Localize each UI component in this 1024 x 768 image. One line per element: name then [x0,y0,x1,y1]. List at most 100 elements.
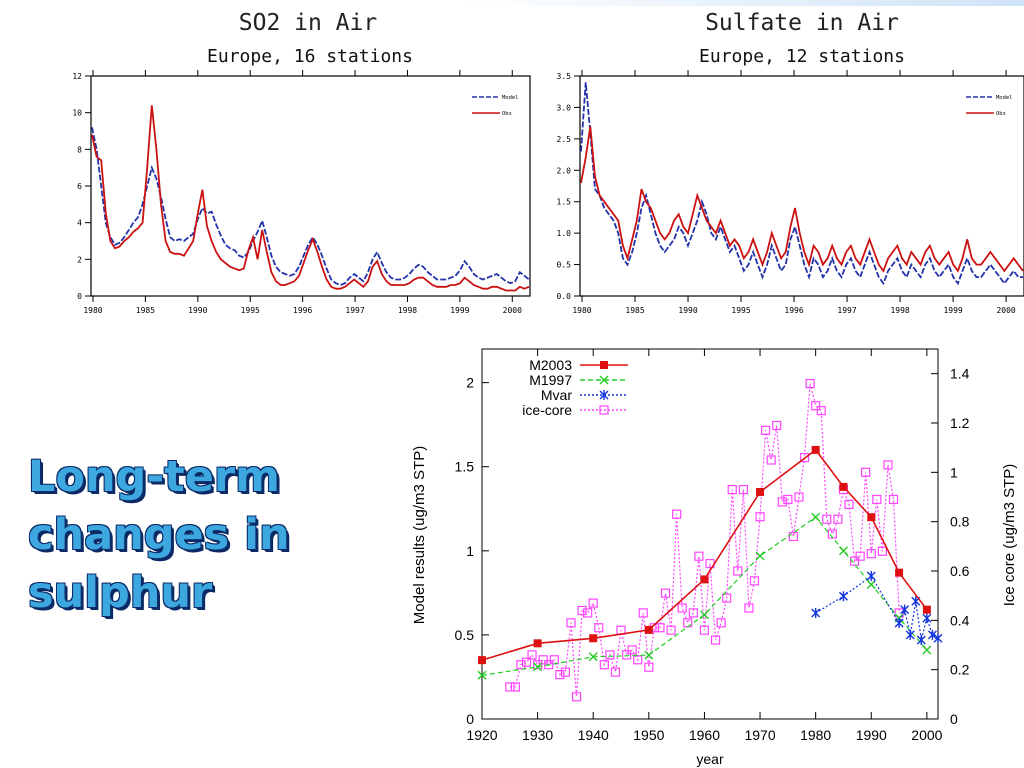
x-tick-label: 1970 [744,727,775,743]
y-axis-right: 0 0.2 0.4 0.6 0.8 1 1.2 1.4 [931,366,970,727]
data-point [811,445,820,454]
x-tick-label: 1990 [188,306,207,315]
x-tick-label: 2000 [911,727,942,743]
y2-tick-label: 1.2 [950,415,970,431]
data-point [710,635,721,645]
data-point [927,629,937,640]
y-tick-label: 10 [72,109,82,118]
data-point [866,579,876,589]
data-point [533,662,543,672]
data-point [811,608,821,619]
chart-subtitle: Europe, 16 stations [207,46,413,67]
x-tick-label: 1996 [784,306,803,315]
data-point [916,634,926,645]
data-point [849,556,860,566]
y2-tick-label: 0.2 [950,662,970,678]
sulfate-chart: Sulfate in Air Europe, 12 stations 0.00.… [557,10,1024,315]
data-point [922,645,932,655]
data-point [866,549,876,559]
data-point [895,568,904,577]
series-layer [580,82,1024,286]
x-tick-label: 1998 [398,306,417,315]
series-line-obs [91,105,530,292]
legend-entry: Obs [996,111,1006,117]
y-axis: 0.0 0.5 1.0 1.5 2.0 2.5 3.0 3.5 [557,72,580,301]
data-point [644,662,654,672]
data-point [638,608,648,618]
x-tick-label: 1940 [578,727,609,743]
so2-chart: SO2 in Air Europe, 16 stations 0 2 4 6 8 10 12… [72,10,531,315]
data-point [861,467,871,477]
series-line-m2003 [481,448,928,661]
legend-entry: M1997 [529,372,572,388]
data-point [538,655,548,665]
data-point [783,494,793,505]
data-point [894,618,904,629]
data-point [627,645,637,655]
series-line-mvar [815,575,939,641]
data-point [677,603,687,613]
data-point [755,551,765,561]
series-layer [91,105,530,292]
x-tick-label: 1985 [136,306,155,315]
data-point [621,650,632,660]
y-tick-label: 4 [77,219,82,228]
y-tick-label: 8 [77,145,82,154]
data-point [660,588,671,598]
slide-title-line: changes in [28,510,290,560]
series-line-model [91,127,530,286]
legend-entry: ice-core [522,402,572,418]
data-point [772,420,782,431]
data-point [644,650,654,660]
x-tick-label: 1996 [293,306,312,315]
slide-title-line: Long-term [28,452,280,502]
data-point [544,660,554,670]
data-point [683,618,693,628]
data-point [655,623,665,633]
data-point [811,512,821,522]
data-point [766,455,776,465]
data-point [533,660,543,670]
data-point [555,670,565,680]
series-line-obs [580,126,1024,273]
legend-entry: Model [502,95,519,101]
y-tick-label: 3.0 [557,103,572,112]
y-tick-label: 0.5 [455,627,475,643]
y-tick-label: 0 [77,292,82,301]
data-point [866,571,876,582]
data-point [738,485,748,495]
data-point [589,634,598,643]
x-tick-label: 1985 [625,306,644,315]
x-tick-label: 1960 [689,727,720,743]
y-axis-label: Model results (ug/m3 STP) [411,446,428,624]
data-point [588,598,598,608]
data-point [577,605,587,616]
data-point [822,514,832,524]
data-point [877,546,887,556]
legend: Model Obs [966,95,1013,117]
data-point [788,531,799,542]
legend: Model Obs [472,95,519,117]
x-tick-label: 1980 [572,306,591,315]
chart-subtitle: Europe, 12 stations [699,46,905,67]
y2-tick-label: 1.4 [950,366,970,382]
data-point [872,494,882,505]
x-tick-label: 1990 [856,727,887,743]
long-term-chart: 00.511.52 00.20.40.60.811.21.4 1920 1930 1… [411,348,1018,767]
data-point [811,401,821,411]
x-axis: 1920 1930 1940 1950 1960 1970 1980 1990 2000 [466,349,943,743]
series-layer [477,378,943,702]
x-tick-label: 2000 [996,306,1015,315]
data-point [755,512,765,522]
data-point [749,576,760,586]
data-point [699,610,709,620]
x-tick-label: 1999 [943,306,962,315]
data-point [699,625,710,635]
y-tick-label: 1.0 [557,229,572,238]
legend-entry: M2003 [529,357,572,373]
x-axis: 1980 1985 1990 1995 1996 1997 1998 1999 2000 [83,70,522,315]
data-point [838,591,848,602]
data-point [599,390,609,400]
y-tick-label: 2 [77,255,82,264]
y-tick-label: 1.5 [557,198,572,207]
